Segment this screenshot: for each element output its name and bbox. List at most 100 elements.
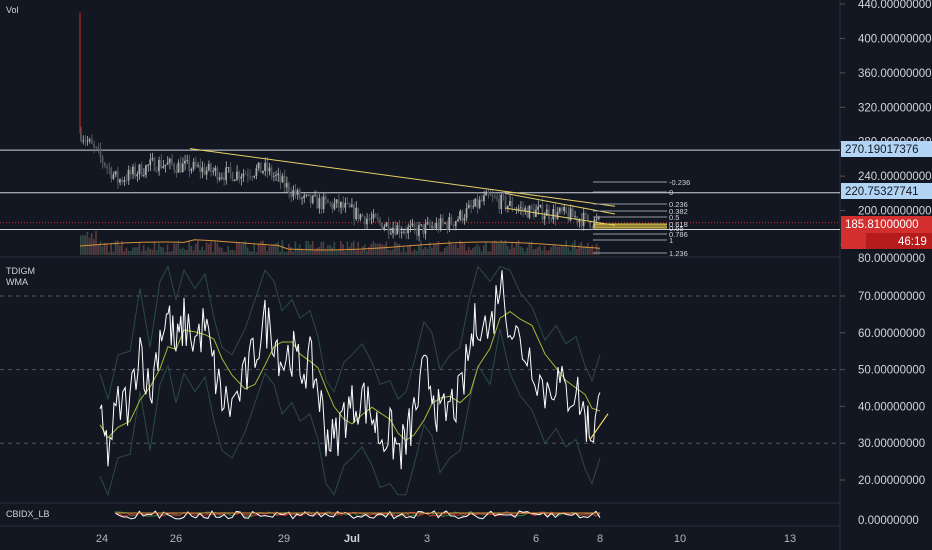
candle-body	[472, 206, 474, 208]
candle-body	[372, 213, 375, 219]
volume-bar	[376, 243, 379, 255]
candle-body	[580, 219, 583, 227]
candle-body	[545, 209, 548, 216]
volume-bar	[530, 241, 533, 255]
lower-band-line	[99, 328, 601, 497]
volume-bar	[99, 241, 102, 255]
volume-bar	[140, 251, 143, 255]
osc-tick-label: 20.00000000	[858, 475, 925, 487]
volume-bar	[398, 243, 401, 255]
candle-body	[556, 211, 559, 219]
candle-body	[441, 218, 444, 223]
candle-body	[450, 217, 453, 225]
volume-bar	[220, 247, 223, 255]
candle-body	[493, 196, 496, 198]
volume-bar	[229, 250, 232, 255]
candle-body	[80, 133, 82, 141]
volume-bar	[259, 241, 262, 255]
trendline-upper	[189, 148, 616, 207]
candle-body	[190, 169, 193, 172]
osc-tick-label: 80.00000000	[858, 253, 925, 265]
candle-body	[194, 161, 197, 167]
candle-body	[298, 190, 301, 199]
volume-bar	[301, 248, 303, 255]
volume-bar	[437, 241, 440, 255]
volume-bar	[584, 246, 587, 255]
candle-body	[142, 174, 145, 176]
volume-bar	[433, 244, 435, 255]
time-axis[interactable]: 24 26 29 Jul 3 6 8 10 13	[96, 533, 796, 545]
candle-body	[147, 164, 149, 166]
volume-bar	[223, 251, 225, 255]
volume-bar	[370, 244, 372, 255]
candle-body	[149, 159, 152, 165]
countdown-timer: 46:19	[898, 236, 927, 248]
current-price-tag: 185.81000000 46:19	[841, 216, 932, 249]
candle-body	[392, 227, 394, 233]
candle-body	[309, 194, 312, 204]
candle-body	[305, 194, 308, 196]
volume-bar	[116, 240, 119, 255]
volume-bar	[153, 241, 156, 255]
volume-bar	[290, 247, 292, 255]
candle-body	[402, 231, 405, 233]
volume-bar	[522, 247, 524, 255]
fib-level-label: 0.65	[669, 224, 684, 233]
candle-body	[541, 204, 544, 220]
oscillator-panel[interactable]	[0, 265, 840, 497]
candle-body	[229, 167, 232, 173]
volume-bar	[587, 243, 589, 255]
volume-bar	[108, 251, 110, 255]
volume-bar	[563, 246, 565, 255]
candle-body	[138, 164, 141, 175]
candle-body	[257, 162, 260, 169]
candle-body	[279, 173, 282, 183]
tdigm-line	[99, 270, 601, 470]
volume-bar	[307, 241, 310, 255]
volume-bar	[465, 250, 468, 255]
volume-bar	[129, 251, 132, 255]
candle-body	[418, 225, 420, 236]
candle-body	[214, 167, 217, 172]
volume-bar	[485, 241, 487, 255]
candle-body	[480, 199, 483, 202]
candle-body	[476, 198, 479, 208]
fib-golden-zone	[593, 224, 667, 228]
volume-bar	[201, 246, 203, 255]
volume-bar	[420, 240, 422, 255]
index-panel[interactable]	[114, 510, 601, 520]
candle-body	[301, 198, 303, 199]
volume-bar	[374, 243, 377, 255]
volume-bar	[112, 251, 115, 255]
candle-body	[439, 218, 442, 230]
volume-bar	[236, 242, 238, 255]
volume-bar	[400, 251, 403, 255]
volume-bar	[580, 242, 583, 255]
volume-bar	[275, 243, 277, 255]
volume-bar	[216, 243, 219, 255]
candle-body	[103, 162, 106, 167]
price-axis[interactable]: 440.00000000 400.00000000 360.00000000 320.…	[840, 0, 932, 527]
candle-body	[346, 202, 349, 204]
volume-bar	[168, 251, 171, 255]
price-tick-label: 200.00000000	[858, 206, 932, 218]
candle-body	[236, 171, 238, 180]
volume-bar	[353, 240, 355, 255]
volume-bar	[537, 246, 539, 255]
volume-bar	[476, 244, 479, 255]
candle-body	[389, 232, 392, 234]
candle-body	[121, 179, 123, 182]
candle-body	[435, 222, 438, 229]
candle-body	[95, 146, 97, 148]
candle-body	[487, 191, 490, 195]
candle-body	[511, 201, 513, 210]
svg-text:220.75327741: 220.75327741	[845, 186, 919, 198]
candle-body	[504, 196, 507, 209]
volume-bar	[413, 249, 416, 255]
candle-body	[249, 175, 251, 177]
volume-bar	[467, 247, 470, 255]
volume-bar	[359, 250, 362, 255]
time-axis-label: 13	[784, 533, 796, 545]
